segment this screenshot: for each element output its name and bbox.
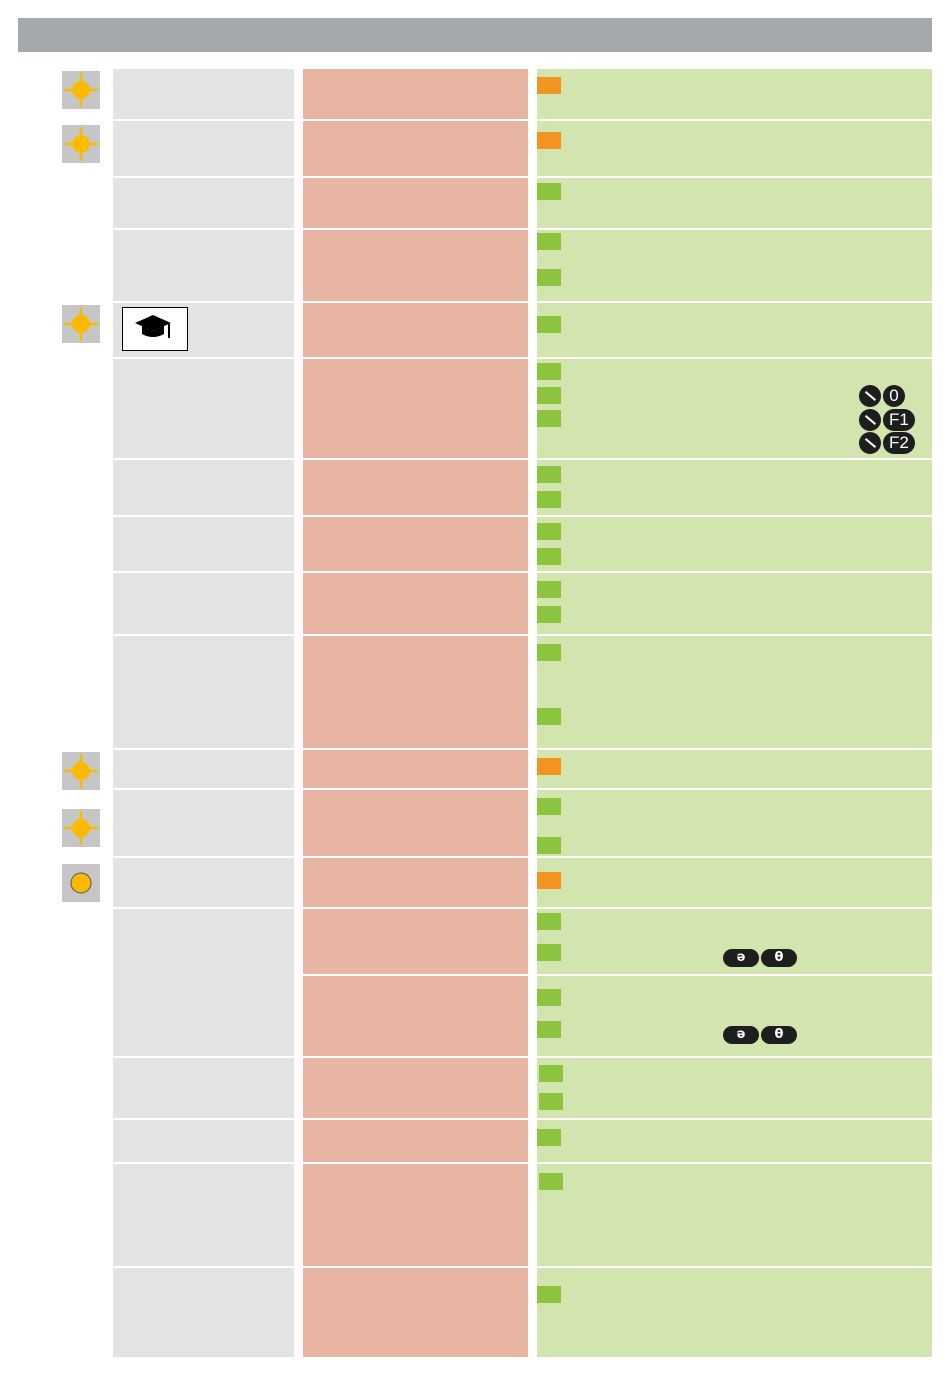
green-marker [537,644,561,661]
row-separator [113,571,932,573]
pill-key-left: ə [723,1026,759,1044]
circle-icon [62,864,100,902]
row-separator [113,748,932,750]
row-separator [113,1266,932,1268]
header-bar [18,18,932,52]
green-marker [537,798,561,815]
row-separator [113,515,932,517]
green-marker [537,233,561,250]
green-marker [537,708,561,725]
green-marker [537,606,561,623]
key-combo-tool-f2: F2 [859,432,915,454]
orange-marker [537,758,561,775]
pill-key-right: θ [761,949,797,967]
screwdriver-icon [859,409,881,431]
green-marker [537,581,561,598]
green-marker [539,1093,563,1110]
orange-marker [537,132,561,149]
target-sun-icon [62,752,100,790]
row-separator [113,301,932,303]
green-marker [537,944,561,961]
column-grey [113,69,294,1357]
green-marker [537,491,561,508]
target-sun-icon [62,71,100,109]
row-separator [113,634,932,636]
green-marker [537,1129,561,1146]
green-marker [537,1021,561,1038]
green-marker [537,837,561,854]
row-separator [113,788,932,790]
row-separator [113,176,932,178]
green-marker [537,523,561,540]
screwdriver-icon [859,385,881,407]
screwdriver-icon [859,432,881,454]
green-marker [537,387,561,404]
green-marker [537,913,561,930]
green-marker [537,316,561,333]
column-red [303,69,528,1357]
target-sun-icon [62,809,100,847]
green-marker [537,1286,561,1303]
graduation-cap-icon [122,307,188,351]
target-sun-icon [62,305,100,343]
key-f2: F2 [883,432,915,454]
green-marker [539,1065,563,1082]
key-combo-tool-f1: F1 [859,409,915,431]
key-0: 0 [883,385,905,407]
row-separator [113,357,932,359]
row-separator [113,1118,932,1120]
green-marker [539,1173,563,1190]
green-marker [537,183,561,200]
green-marker [537,989,561,1006]
green-marker [537,269,561,286]
key-combo-tool-0: 0 [859,385,905,407]
green-marker [537,466,561,483]
column-green [537,69,932,1357]
key-f1: F1 [883,409,915,431]
green-marker [537,548,561,565]
orange-marker [537,872,561,889]
row-separator [113,1162,932,1164]
pill-key-left: ə [723,949,759,967]
row-separator [303,974,932,976]
orange-marker [537,77,561,94]
green-marker [537,410,561,427]
row-separator [113,1056,932,1058]
row-separator [113,856,932,858]
row-separator [113,228,932,230]
pill-key-right: θ [761,1026,797,1044]
target-sun-icon [62,125,100,163]
row-separator [113,119,932,121]
row-separator [113,458,932,460]
green-marker [537,363,561,380]
row-separator [113,907,932,909]
